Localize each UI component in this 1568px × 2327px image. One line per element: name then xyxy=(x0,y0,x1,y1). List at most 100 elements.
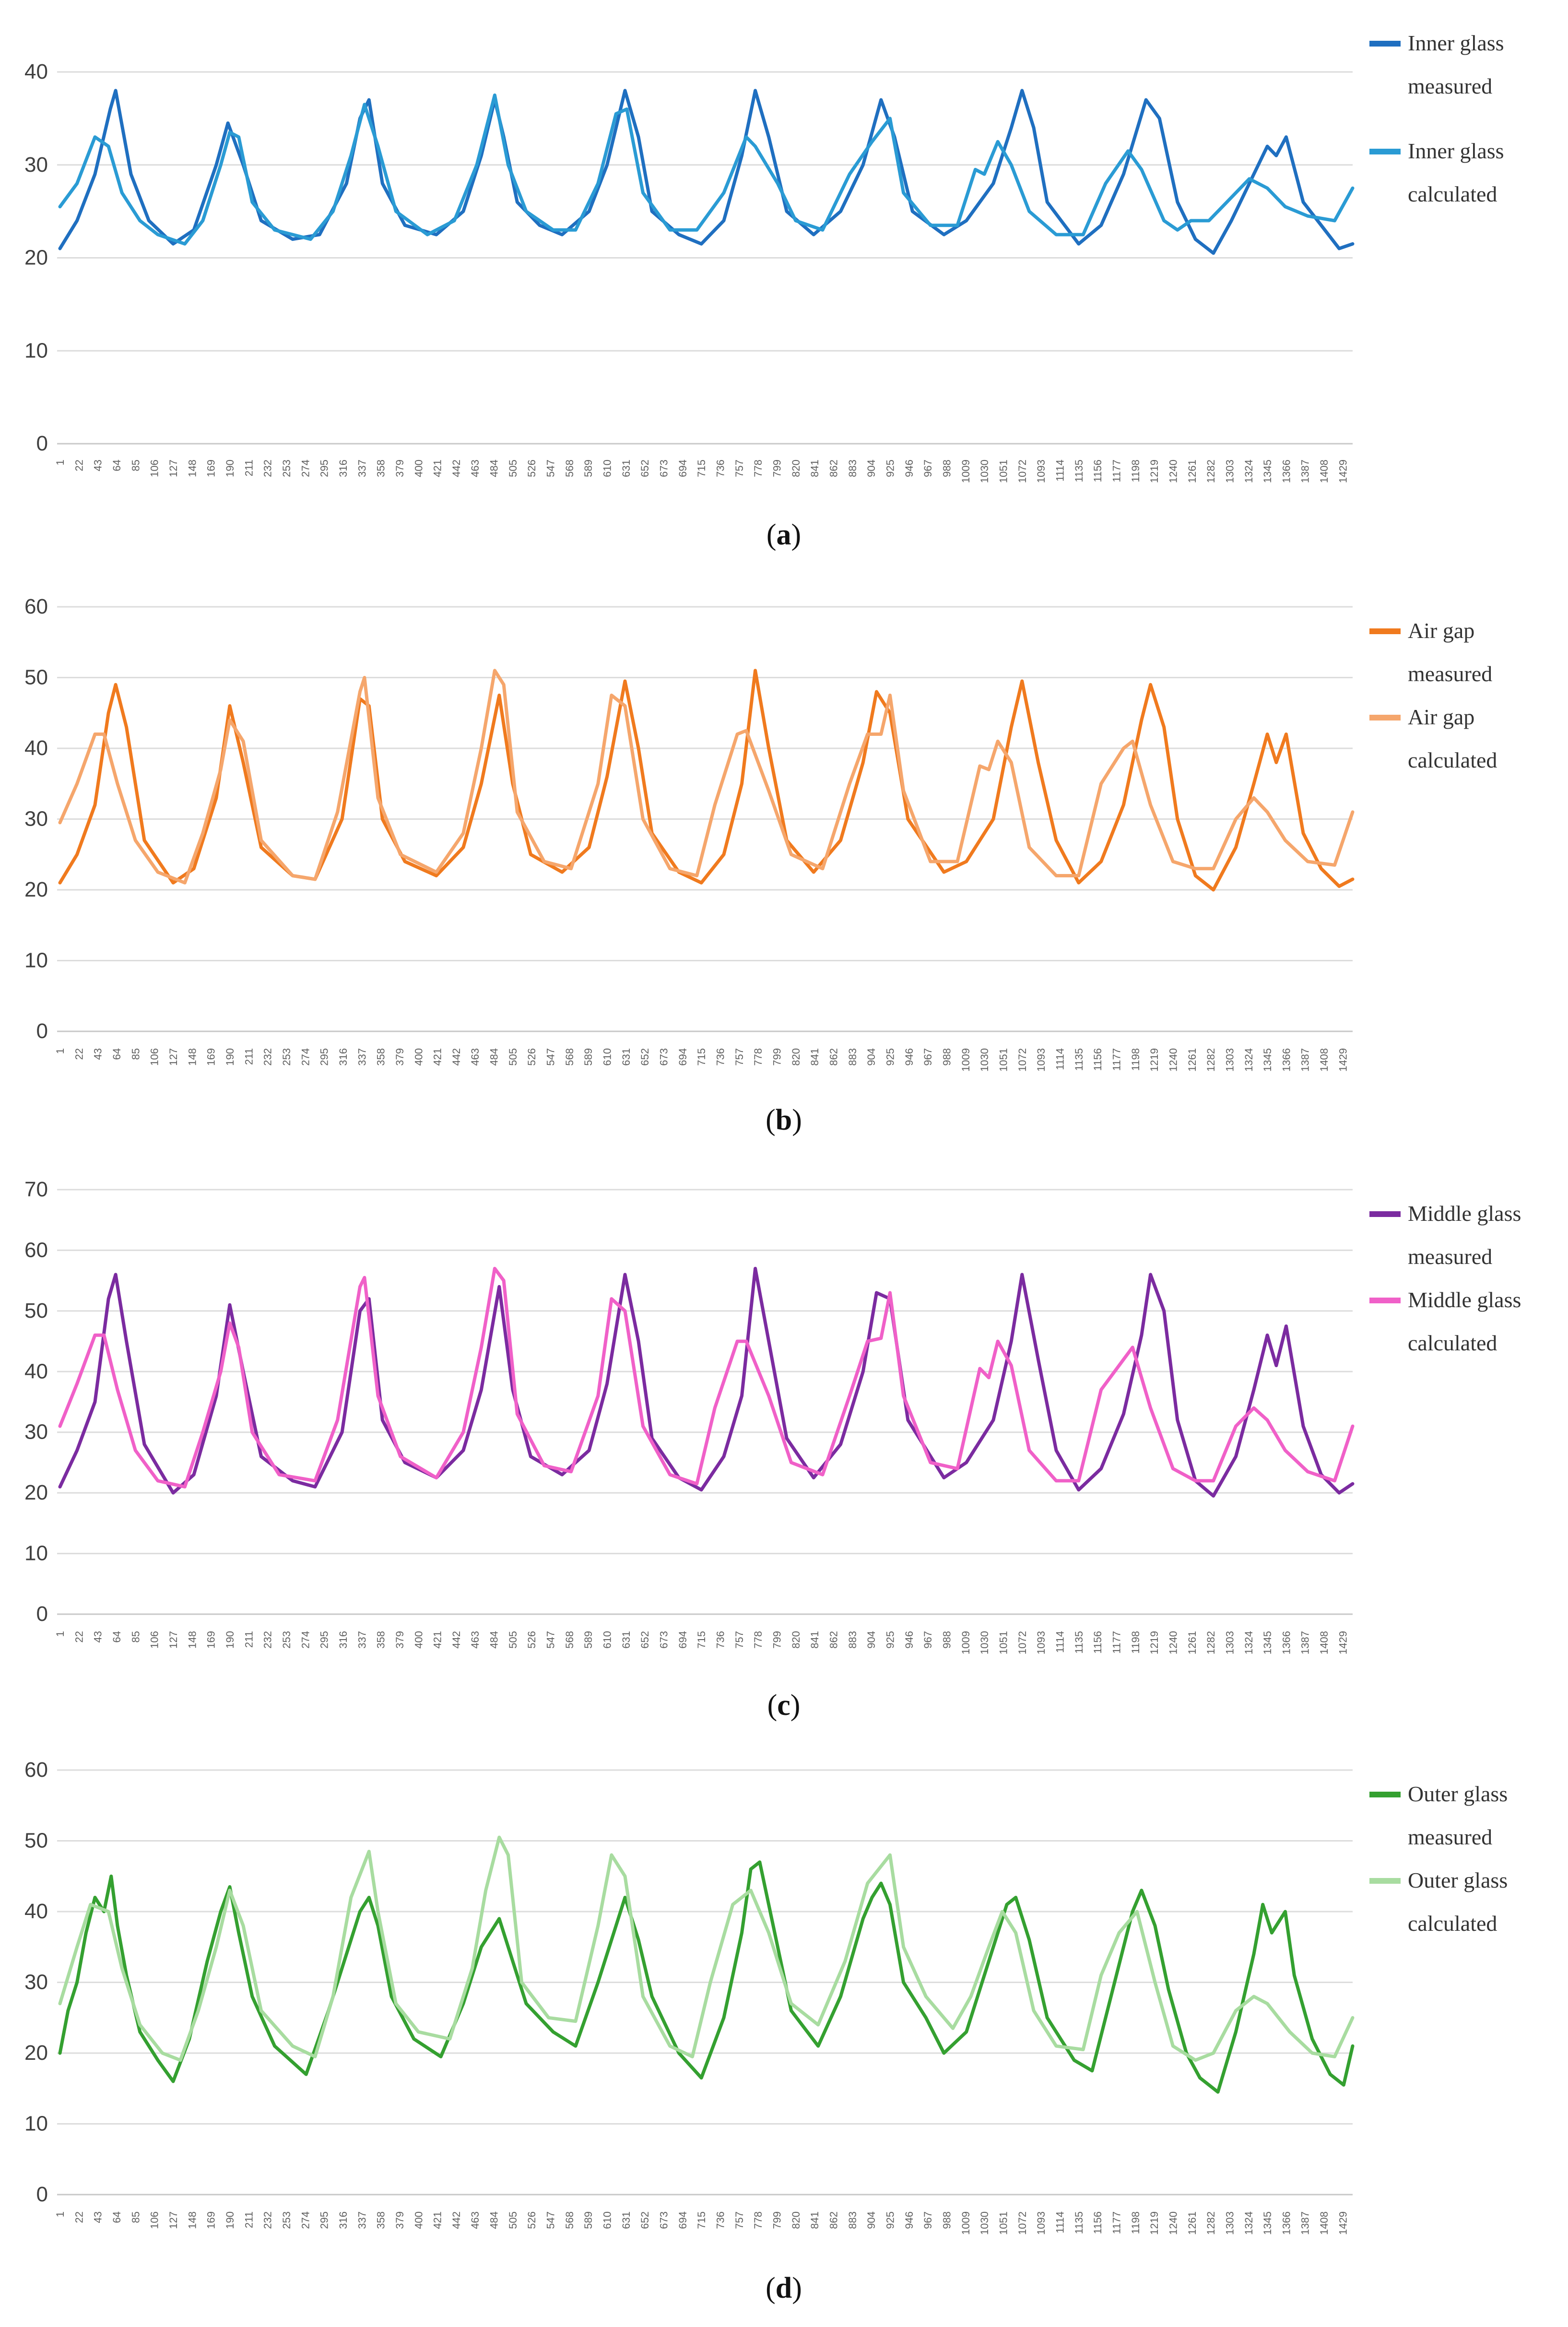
panel-d-legend-label: measured xyxy=(1408,1825,1492,1849)
panel-c-x-tick-label: 1198 xyxy=(1130,1631,1142,1654)
panel-b-caption-letter: b xyxy=(776,1104,792,1136)
panel-a-y-tick-label: 40 xyxy=(24,60,48,83)
panel-c-x-tick-label: 1261 xyxy=(1186,1631,1198,1654)
panel-d-x-tick-label: 589 xyxy=(582,2211,594,2229)
panel-a-x-tick-label: 715 xyxy=(696,460,707,477)
panel-b-x-tick-label: 589 xyxy=(582,1048,594,1066)
panel-b-y-tick-label: 60 xyxy=(24,595,48,618)
panel-a-legend-label: measured xyxy=(1408,74,1492,98)
panel-c-x-tick-label: 358 xyxy=(375,1631,387,1649)
panel-b-x-tick-label: 337 xyxy=(356,1048,368,1066)
panel-d-x-tick-label: 505 xyxy=(507,2211,519,2229)
panel-d-y-tick-label: 40 xyxy=(24,1900,48,1923)
panel-a-x-tick-label: 1240 xyxy=(1167,460,1179,483)
panel-d-x-tick-label: 106 xyxy=(149,2211,161,2229)
panel-a-x-tick-label: 358 xyxy=(375,460,387,477)
panel-c-x-tick-label: 1387 xyxy=(1299,1631,1311,1654)
panel-c-x-tick-label: 631 xyxy=(620,1631,632,1649)
panel-c-x-tick-label: 1009 xyxy=(960,1631,972,1654)
panel-d-x-tick-label: 484 xyxy=(488,2211,500,2229)
panel-a-x-tick-label: 253 xyxy=(281,460,293,477)
panel-b-x-tick-label: 22 xyxy=(73,1048,85,1060)
panel-a-x-tick-label: 1051 xyxy=(997,460,1009,483)
panel-d-x-tick-label: 526 xyxy=(526,2211,538,2229)
panel-a-x-tick-label: 694 xyxy=(677,460,689,477)
panel-c-x-tick-label: 778 xyxy=(752,1631,764,1649)
panel-a-x-tick-label: 148 xyxy=(186,460,198,477)
panel-d-x-tick-label: 211 xyxy=(243,2211,255,2228)
panel-b-x-tick-label: 925 xyxy=(884,1048,896,1066)
panel-c-caption: (c) xyxy=(767,1689,801,1722)
panel-b-x-tick-label: 442 xyxy=(450,1048,462,1066)
panel-c-x-tick-label: 1093 xyxy=(1035,1631,1047,1654)
panel-c-y-tick-label: 0 xyxy=(36,1602,48,1626)
panel-a-x-tick-label: 463 xyxy=(469,460,481,477)
panel-b-x-tick-label: 883 xyxy=(847,1048,859,1066)
panel-c-x-tick-label: 400 xyxy=(413,1631,424,1649)
panel-d-x-tick-label: 715 xyxy=(696,2211,707,2229)
panel-c-x-tick-label: 1051 xyxy=(997,1631,1009,1654)
panel-d-x-tick-label: 1051 xyxy=(997,2211,1009,2235)
panel-b-x-tick-label: 715 xyxy=(696,1048,707,1066)
panel-b-x-tick-label: 400 xyxy=(413,1048,424,1066)
panel-c-x-tick-label: 1156 xyxy=(1092,1631,1104,1654)
panel-b-x-tick-label: 1282 xyxy=(1205,1048,1217,1072)
panel-c-y-tick-label: 60 xyxy=(24,1238,48,1262)
panel-b-x-tick-label: 1366 xyxy=(1280,1048,1292,1072)
panel-b-x-tick-label: 757 xyxy=(733,1048,745,1066)
panel-c-series-measured-line xyxy=(58,1266,1355,1498)
panel-b-x-tick-label: 967 xyxy=(922,1048,934,1066)
panel-d-x-tick-label: 379 xyxy=(394,2211,406,2229)
panel-b-x-tick-label: 1177 xyxy=(1110,1048,1122,1071)
panel-b-x-tick-label: 421 xyxy=(432,1048,444,1066)
panel-a-x-tick-label: 1009 xyxy=(960,460,972,483)
panel-a-x-tick-label: 421 xyxy=(432,460,444,477)
panel-d-x-tick-label: 673 xyxy=(658,2211,670,2229)
panel-c-y-tick-label: 10 xyxy=(24,1542,48,1565)
panel-a-x-tick-label: 1093 xyxy=(1035,460,1047,483)
panel-b-legend-label: calculated xyxy=(1408,748,1497,772)
panel-d-x-tick-label: 841 xyxy=(809,2211,821,2229)
panel-c-x-tick-label: 610 xyxy=(601,1631,613,1649)
panel-a-x-tick-label: 799 xyxy=(771,460,783,477)
panel-d-x-tick-label: 1009 xyxy=(960,2211,972,2235)
panel-a-x-tick-label: 232 xyxy=(262,460,274,477)
panel-c-legend-label: Middle glass xyxy=(1408,1288,1521,1312)
panel-b-x-tick-label: 1408 xyxy=(1318,1048,1330,1072)
panel-a-x-tick-label: 316 xyxy=(337,460,349,477)
panel-a-x-tick-label: 652 xyxy=(639,460,651,477)
panel-b-x-tick-label: 1345 xyxy=(1261,1048,1273,1072)
panel-c-x-tick-label: 988 xyxy=(941,1631,953,1649)
panel-c-x-tick-label: 904 xyxy=(865,1631,877,1649)
panel-b-legend-label: Air gap xyxy=(1408,705,1474,729)
panel-b-x-tick-label: 862 xyxy=(828,1048,840,1066)
panel-a-x-tick-label: 673 xyxy=(658,460,670,477)
panel-b-x-tick-label: 547 xyxy=(545,1048,557,1066)
panel-d-x-tick-label: 253 xyxy=(281,2211,293,2229)
panel-b-x-tick-label: 505 xyxy=(507,1048,519,1066)
panel-b-caption: (b) xyxy=(766,1104,802,1136)
panel-c-x-tick-label: 1072 xyxy=(1016,1631,1028,1654)
panel-b-x-tick-label: 526 xyxy=(526,1048,538,1066)
panel-c-x-tick-label: 1219 xyxy=(1148,1631,1160,1654)
panel-b-x-tick-label: 1156 xyxy=(1092,1048,1104,1071)
panel-a-x-tick-label: 1429 xyxy=(1337,460,1349,483)
panel-d-x-tick-label: 400 xyxy=(413,2211,424,2229)
panel-a-x-tick-label: 1345 xyxy=(1261,460,1273,483)
panel-b-x-tick-label: 1324 xyxy=(1243,1048,1255,1072)
panel-b-x-tick-label: 463 xyxy=(469,1048,481,1066)
panel-a-x-tick-label: 400 xyxy=(413,460,424,477)
panel-d-series-calculated-line xyxy=(58,1835,1355,2062)
panel-d-x-tick-label: 1114 xyxy=(1054,2211,1066,2233)
panel-d-x-tick-label: 652 xyxy=(639,2211,651,2229)
panel-b-x-tick-label: 127 xyxy=(167,1048,179,1066)
panel-b-x-tick-label: 1387 xyxy=(1299,1048,1311,1072)
panel-d-x-tick-label: 232 xyxy=(262,2211,274,2229)
panel-a-x-tick-label: 484 xyxy=(488,460,500,477)
panel-d-x-tick-label: 946 xyxy=(903,2211,915,2229)
panel-d-x-tick-label: 757 xyxy=(733,2211,745,2229)
panel-a-x-tick-label: 610 xyxy=(601,460,613,477)
panel-a-x-tick-label: 106 xyxy=(149,460,161,477)
panel-b-y-tick-label: 40 xyxy=(24,736,48,760)
panel-b-x-tick-label: 736 xyxy=(715,1048,727,1066)
